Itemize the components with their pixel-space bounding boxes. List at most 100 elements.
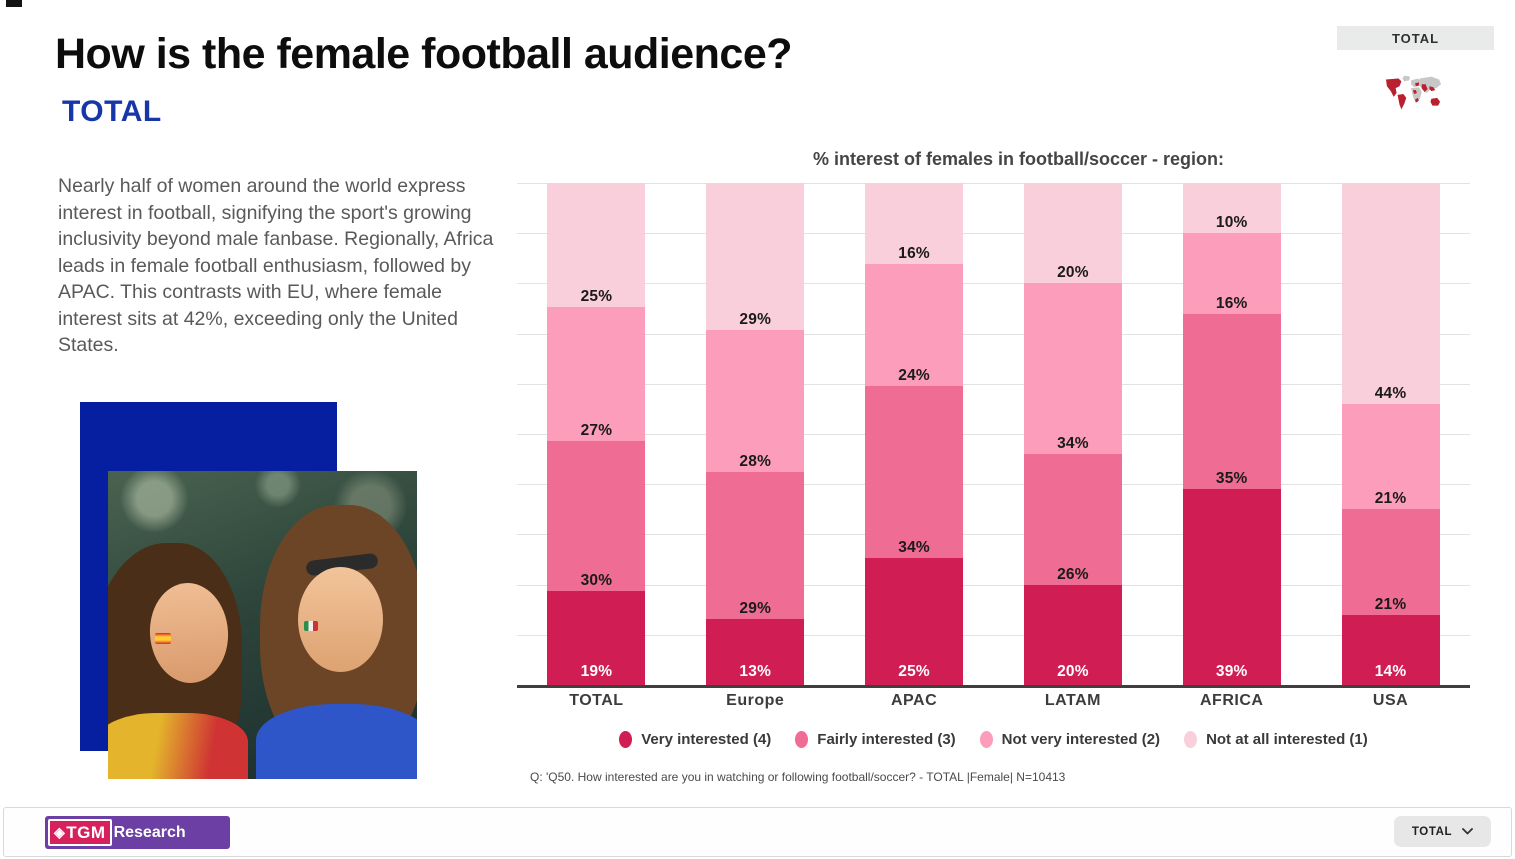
legend-dot-icon [979, 731, 993, 748]
gridline [517, 634, 1470, 636]
legend-item: Not at all interested (1) [1184, 731, 1368, 748]
bar-slot-africa: 10% 16% 35% 39% [1152, 183, 1311, 685]
bar-segment-europe: 28% [706, 330, 805, 473]
photo-flag-drape [108, 713, 248, 779]
stacked-bar-total: 25% 27% 30% 19% [547, 183, 646, 685]
bar-segment-apac: 16% [865, 183, 964, 265]
segment-value-label: 27% [580, 422, 613, 440]
segment-value-label: 35% [1215, 470, 1248, 488]
x-axis-label-usa: USA [1372, 692, 1409, 709]
bar-slot-europe: 29% 28% 29% 13% [676, 183, 835, 685]
segment-value-label: 16% [1215, 294, 1248, 312]
bar-segment-apac: 24% [865, 264, 964, 386]
bar-segment-europe: 29% [706, 472, 805, 620]
bar-slot-usa: 44% 21% 21% 14% [1311, 183, 1470, 685]
x-axis-labels: TOTAL Europe APAC LATAM AFRICA USA [517, 692, 1470, 710]
legend-item: Not very interested (2) [979, 731, 1161, 748]
segment-value-label: 25% [898, 662, 930, 680]
bar-segment-latam: 20% [1023, 584, 1122, 685]
segment-value-label: 20% [1057, 264, 1089, 282]
segment-value-label: 30% [580, 571, 613, 589]
bar-segment-europe: 29% [706, 183, 805, 331]
gridline [517, 233, 1470, 235]
x-axis-label-europe: Europe [726, 692, 785, 709]
segment-value-label: 20% [1057, 662, 1089, 680]
bar-slot-apac: 16% 24% 34% 25% [835, 183, 994, 685]
segment-value-label: 29% [739, 600, 772, 618]
footer-bar: ◈ TGM Research TOTAL [3, 807, 1512, 857]
segment-value-label: 19% [580, 662, 613, 680]
legend-label: Very interested (4) [641, 731, 772, 748]
segment-value-label: 14% [1374, 662, 1407, 680]
stacked-bar-apac: 16% 24% 34% 25% [865, 183, 964, 685]
segment-value-label: 10% [1215, 214, 1248, 232]
chart-title: % interest of females in football/soccer… [812, 149, 1225, 169]
segment-value-label: 16% [898, 245, 930, 263]
bar-segment-total: 25% [547, 183, 646, 308]
bar-segment-usa: 21% [1341, 509, 1440, 615]
legend-dot-icon [619, 731, 633, 748]
bars-container: 25% 27% 30% 19% 29% 28% 29% 13% 16% 24% 34% 25% 20% 3… [517, 183, 1470, 685]
bar-segment-africa: 39% [1182, 489, 1281, 685]
bar-segment-total: 27% [547, 307, 646, 442]
x-axis-label-latam: LATAM [1044, 692, 1101, 709]
bar-segment-usa: 21% [1341, 403, 1440, 510]
x-axis-line [517, 685, 1470, 688]
segment-value-label: 34% [1057, 435, 1089, 453]
diamond-icon: ◈ [54, 824, 66, 840]
segment-value-label: 26% [1057, 565, 1089, 583]
bar-segment-apac: 25% [865, 558, 964, 685]
region-dropdown-label: TOTAL [1411, 825, 1453, 838]
female-fans-photo [108, 471, 417, 779]
legend-label: Not very interested (2) [1001, 731, 1161, 748]
segment-value-label: 28% [739, 453, 772, 471]
stacked-bar-europe: 29% 28% 29% 13% [706, 183, 805, 685]
segment-value-label: 44% [1374, 384, 1407, 402]
gridline [517, 534, 1470, 536]
bar-segment-latam: 20% [1023, 183, 1122, 284]
legend-dot-icon [1184, 731, 1198, 748]
bar-segment-usa: 44% [1341, 183, 1440, 404]
bar-segment-apac: 34% [865, 385, 964, 559]
chart-footnote: Q: 'Q50. How interested are you in watch… [530, 770, 1066, 784]
photo-shape [256, 704, 417, 779]
gridline [517, 283, 1470, 285]
logo-research-text: Research [113, 823, 186, 841]
stacked-bar-usa: 44% 21% 21% 14% [1341, 183, 1440, 685]
region-dropdown[interactable]: TOTAL [1394, 816, 1491, 847]
gridline [517, 333, 1470, 335]
stacked-bar-latam: 20% 34% 26% 20% [1023, 183, 1122, 685]
bar-segment-africa: 35% [1182, 313, 1281, 490]
bar-segment-africa: 10% [1182, 183, 1281, 234]
chevron-down-icon [1462, 828, 1474, 835]
logo-badge: ◈ TGM [48, 819, 112, 846]
bar-segment-total: 30% [547, 441, 646, 591]
logo-tgm-text: TGM [66, 822, 106, 842]
bar-slot-latam: 20% 34% 26% 20% [993, 183, 1152, 685]
gridline [517, 434, 1470, 435]
legend-label: Fairly interested (3) [817, 731, 956, 748]
photo-face-paint-flag [304, 621, 318, 631]
legend-dot-icon [795, 731, 809, 748]
world-map-icon [1385, 75, 1442, 110]
x-axis-label-apac: APAC [890, 692, 938, 709]
bar-segment-europe: 13% [706, 619, 805, 685]
gridline [517, 484, 1470, 486]
tgm-research-logo: ◈ TGM Research [45, 816, 230, 849]
legend-item: Very interested (4) [619, 731, 771, 748]
chart-legend: Very interested (4) Fairly interested (3)… [517, 731, 1470, 748]
legend-label: Not at all interested (1) [1206, 731, 1368, 748]
page-title: How is the female football audience? [55, 30, 793, 78]
bar-slot-total: 25% 27% 30% 19% [517, 183, 676, 685]
page-description: Nearly half of women around the world ex… [58, 175, 494, 356]
bar-segment-usa: 14% [1341, 614, 1440, 685]
gridline [517, 183, 1470, 184]
bar-segment-africa: 16% [1182, 233, 1281, 314]
page-subtitle: TOTAL [62, 95, 162, 128]
segment-value-label: 29% [739, 311, 772, 329]
segment-value-label: 24% [898, 366, 930, 384]
plot-area: 25% 27% 30% 19% 29% 28% 29% 13% 16% 24% 34% 25% 20% 3… [517, 183, 1470, 685]
photo-face-paint-flag [155, 633, 171, 644]
segment-value-label: 13% [739, 662, 772, 680]
